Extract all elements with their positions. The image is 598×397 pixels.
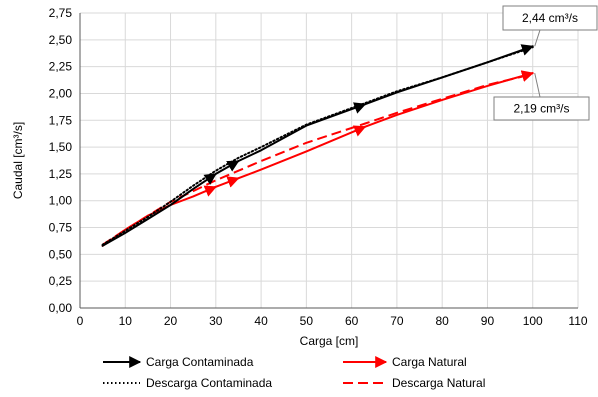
- x-tick-label: 40: [254, 314, 268, 328]
- series-arrow-carga-natural: [226, 176, 240, 188]
- y-tick-label: 2,00: [49, 86, 73, 100]
- y-tick-label: 0,25: [49, 274, 73, 288]
- y-tick-label: 1,00: [49, 194, 73, 208]
- x-tick-labels: 0 10 20 30 40 50 60 70 80 90 100 110: [77, 314, 588, 328]
- y-tick-label: 2,75: [49, 6, 73, 20]
- series-lines: [101, 44, 534, 247]
- series-arrow-carga-natural: [352, 125, 367, 137]
- callout-box-top: [502, 5, 598, 31]
- x-tick-label: 70: [390, 314, 404, 328]
- y-tick-labels: 0,00 0,25 0,50 0,75 1,00 1,25 1,50 1,75 2,00 2,25…: [49, 6, 73, 315]
- x-tick-label: 20: [164, 314, 178, 328]
- series-arrow-carga-contaminada: [226, 160, 240, 172]
- y-tick-label: 1,50: [49, 140, 73, 154]
- x-tick-label: 80: [436, 314, 450, 328]
- series-arrow-carga-contaminada: [520, 44, 534, 56]
- x-tick-label: 60: [345, 314, 359, 328]
- series-line-carga-contaminada: [101, 45, 534, 247]
- series-arrow-carga-contaminada: [203, 173, 217, 185]
- axes: [79, 13, 578, 309]
- x-tick-label: 30: [209, 314, 223, 328]
- x-tick-label: 100: [523, 314, 543, 328]
- legend-label-carga-contaminada: Carga Contaminada: [146, 355, 254, 369]
- legend-label-descarga-contaminada: Descarga Contaminada: [146, 376, 272, 390]
- callout-leader-bottom: [534, 72, 541, 98]
- x-tick-label: 50: [300, 314, 314, 328]
- series-arrow-carga-contaminada: [352, 102, 367, 114]
- x-tick-label: 90: [481, 314, 495, 328]
- x-tick-label: 0: [77, 314, 84, 328]
- callout-label-top: 2,44 cm³/s: [522, 11, 578, 25]
- series-line-descarga-natural: [102, 73, 533, 246]
- callout-leader-top: [534, 29, 541, 47]
- callout-box-bottom: [493, 96, 590, 121]
- legend-label-descarga-natural: Descarga Natural: [392, 376, 485, 390]
- x-axis-label: Carga [cm]: [300, 334, 359, 348]
- x-tick-label: 10: [119, 314, 133, 328]
- legend-label-carga-natural: Carga Natural: [392, 355, 467, 369]
- callout-label-bottom: 2,19 cm³/s: [513, 102, 569, 116]
- series-arrow-carga-natural: [520, 70, 534, 82]
- y-tick-label: 0,75: [49, 221, 73, 235]
- x-tick-label: 110: [568, 314, 587, 328]
- series-line-carga-natural: [101, 72, 534, 247]
- y-tick-label: 1,25: [49, 167, 73, 181]
- callouts: 2,44 cm³/s 2,19 cm³/s: [493, 5, 598, 121]
- y-tick-label: 2,50: [49, 33, 73, 47]
- y-tick-label: 0,50: [49, 247, 73, 261]
- legend: Carga Contaminada Descarga Contaminada C…: [103, 355, 485, 390]
- y-axis-label: Caudal [cm³/s]: [11, 122, 25, 199]
- y-tick-label: 2,25: [49, 60, 73, 74]
- series-arrow-carga-natural: [203, 185, 217, 197]
- y-tick-label: 0,00: [49, 301, 73, 315]
- y-tick-label: 1,75: [49, 113, 73, 127]
